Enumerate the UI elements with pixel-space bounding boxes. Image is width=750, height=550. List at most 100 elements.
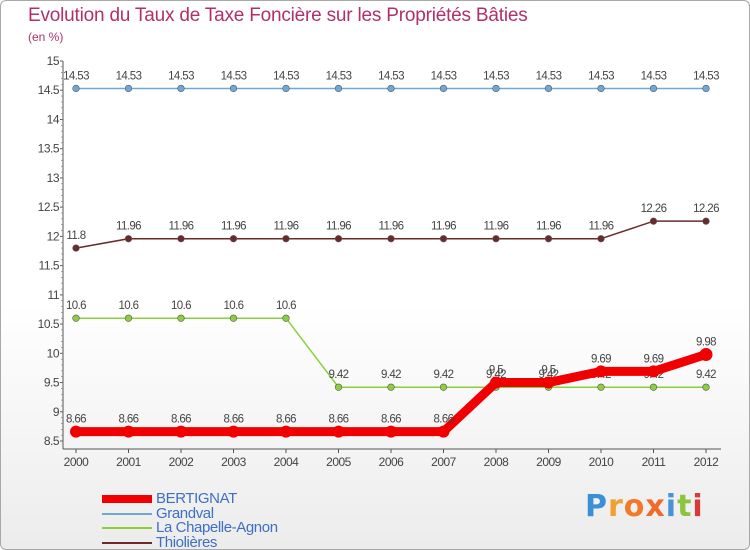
data-label: 11.96: [484, 221, 509, 233]
legend-swatch: [102, 542, 152, 544]
data-label: 10.6: [119, 300, 139, 312]
y-tick-label: 13: [47, 171, 60, 185]
data-label: 11.96: [431, 221, 456, 233]
legend-label: La Chapelle-Agnon: [156, 519, 278, 536]
legend-item: Grandval: [102, 505, 362, 524]
series-bertignat: 8.66 8.66 8.66 8.66 8.66 8.66 8.66 8.66 9.5 9.5 9.…: [66, 336, 717, 438]
series-la-chapelle-agnon: 10.6 10.6 10.6 10.6 10.69.42 9.42 9.42 9.42 9.42…: [66, 300, 717, 391]
data-label: 8.66: [381, 414, 401, 426]
data-point: [385, 425, 397, 438]
data-point: [492, 84, 500, 93]
data-label: 9.42: [381, 369, 401, 381]
data-point: [332, 425, 345, 438]
logo-letter: t: [677, 489, 693, 524]
data-label: 9.69: [644, 353, 664, 365]
data-point: [542, 376, 555, 389]
logo-letter: P: [585, 489, 608, 524]
x-tick-label: 2007: [431, 455, 457, 469]
logo-letter: x: [645, 489, 666, 524]
data-label: 9.42: [434, 369, 454, 381]
legend-label: Grandval: [156, 505, 214, 522]
logo-letter: o: [623, 489, 646, 524]
data-label: 8.66: [66, 414, 86, 426]
data-point: [439, 235, 448, 243]
legend-label: Thiolières: [156, 534, 218, 550]
data-point: [649, 383, 658, 391]
data-point: [597, 383, 605, 391]
data-label: 11.96: [116, 221, 141, 233]
data-label: 11.96: [274, 221, 299, 233]
data-point: [124, 314, 133, 322]
y-tick-label: 13.5: [38, 142, 60, 156]
data-label: 14.53: [378, 70, 404, 82]
data-point: [124, 84, 133, 93]
proxiti-logo: Proxiti: [585, 489, 704, 524]
data-label: 14.53: [641, 70, 667, 82]
series-thioli-res: 11.8 11.96 11.96 11.96 11.96 11.96 11.96 11.96 1…: [66, 203, 720, 252]
data-point: [387, 235, 395, 243]
data-label: 9.42: [696, 369, 716, 381]
data-label: 14.53: [588, 70, 614, 82]
data-label: 11.96: [221, 221, 246, 233]
data-label: 14.53: [63, 70, 89, 82]
data-label: 14.53: [693, 70, 719, 82]
legend-item: BERTIGNAT: [102, 490, 362, 509]
legend-swatch: [102, 495, 152, 503]
data-point: [177, 84, 185, 93]
data-point: [282, 314, 290, 322]
data-point: [282, 84, 290, 93]
data-point: [229, 235, 238, 243]
data-label: 8.66: [119, 414, 139, 426]
logo-letter: i: [665, 489, 678, 524]
y-tick-label: 11: [48, 288, 60, 302]
data-point: [490, 376, 502, 389]
data-label: 8.66: [276, 414, 296, 426]
data-point: [175, 425, 187, 438]
legend-swatch: [102, 513, 152, 515]
chart-title: Evolution du Taux de Taxe Foncière sur l…: [28, 5, 528, 26]
data-point: [177, 314, 185, 322]
data-point: [597, 235, 605, 243]
data-label: 9.98: [696, 336, 716, 348]
data-point: [334, 84, 343, 93]
data-point: [595, 365, 607, 378]
y-tick-label: 9: [53, 405, 60, 419]
data-point: [439, 84, 448, 93]
data-point: [229, 314, 238, 322]
data-point: [227, 425, 240, 438]
data-point: [492, 235, 500, 243]
x-tick-label: 2001: [116, 455, 142, 469]
y-tick-label: 12: [47, 229, 60, 243]
data-label: 10.6: [276, 300, 296, 312]
data-point: [699, 347, 713, 361]
legend-label: BERTIGNAT: [156, 490, 237, 507]
data-point: [282, 235, 290, 243]
x-tick-label: 2004: [274, 455, 300, 469]
data-point: [439, 383, 448, 391]
y-tick-label: 15: [47, 54, 60, 68]
data-point: [280, 425, 292, 438]
data-point: [437, 425, 450, 438]
x-tick-label: 2003: [221, 455, 247, 469]
data-point: [702, 383, 710, 391]
data-point: [72, 244, 80, 252]
data-point: [649, 84, 658, 93]
series-grandval: 14.53 14.53 14.53 14.53 14.53 14.53 14.53 14.53…: [63, 70, 720, 93]
data-label: 8.66: [224, 414, 244, 426]
data-label: 10.6: [66, 300, 86, 312]
data-point: [544, 235, 553, 243]
data-point: [122, 425, 135, 438]
unit-label: (en %): [28, 30, 64, 44]
data-point: [72, 84, 80, 93]
data-label: 14.53: [168, 70, 194, 82]
x-tick-label: 2000: [64, 455, 90, 469]
data-label: 14.53: [326, 70, 352, 82]
data-label: 9.42: [329, 369, 349, 381]
data-label: 9.69: [591, 353, 611, 365]
data-label: 11.96: [589, 221, 614, 233]
data-label: 14.53: [483, 70, 509, 82]
data-point: [334, 383, 343, 391]
y-tick-label: 9.5: [44, 376, 60, 390]
y-tick-label: 10.5: [38, 317, 60, 331]
